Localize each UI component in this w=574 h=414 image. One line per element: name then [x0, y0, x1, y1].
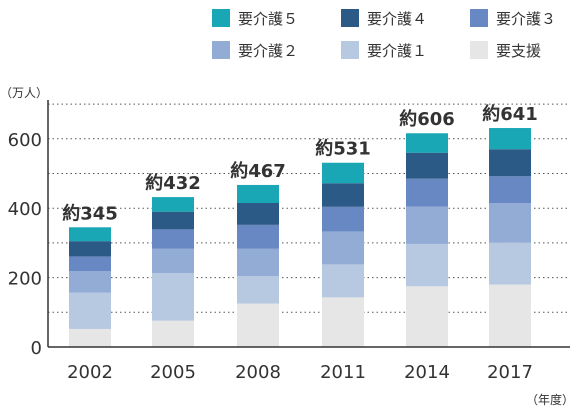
bar-segment-2002-s1 [69, 292, 111, 329]
bars [69, 128, 531, 347]
legend-swatch [470, 9, 488, 27]
total-label-2014: 約606 [399, 108, 455, 130]
bar-segment-2008-s2 [237, 248, 279, 277]
y-axis-unit-label: （万人） [0, 86, 48, 100]
bar-segment-2011-s3 [322, 206, 364, 232]
bar-segment-2014-s3 [406, 178, 448, 207]
y-tick-label: 400 [8, 199, 42, 220]
legend-label: 要介護１ [367, 42, 427, 60]
legend-label: 要介護３ [496, 10, 556, 28]
bar-segment-2005-s5 [152, 197, 194, 212]
legend-swatch [212, 41, 230, 59]
bar-segment-2005-s4 [152, 211, 194, 230]
bar-segment-2017-s4 [489, 149, 531, 177]
bar-segment-2017-s0 [489, 284, 531, 347]
x-tick-label: 2017 [487, 362, 533, 383]
bar-segment-2017-s2 [489, 202, 531, 243]
bar-segment-2011-s0 [322, 297, 364, 347]
bar-segment-2002-s4 [69, 241, 111, 257]
y-tick-label: 0 [31, 338, 42, 359]
bar-segment-2005-s1 [152, 273, 194, 321]
x-tick-label: 2011 [320, 362, 366, 383]
bar-segment-2017-s5 [489, 128, 531, 150]
x-tick-label: 2008 [235, 362, 281, 383]
bar-segment-2011-s5 [322, 162, 364, 184]
x-axis-unit-label: （年度） [526, 392, 574, 407]
bar-segment-2008-s0 [237, 303, 279, 347]
legend: 要介護５ 要介護４ 要介護３ 要介護２ 要介護１ 要支援 [212, 9, 556, 60]
bar-segment-2014-s5 [406, 133, 448, 153]
legend-swatch [212, 9, 230, 27]
y-tick-label: 600 [8, 130, 42, 151]
legend-swatch [341, 41, 359, 59]
x-tick-label: 2002 [67, 362, 113, 383]
legend-label: 要介護４ [367, 10, 427, 28]
gridlines [48, 103, 570, 313]
y-axis: 0 200 400 600 [8, 100, 49, 359]
bar-segment-2011-s1 [322, 264, 364, 298]
total-label-2008: 約467 [230, 160, 286, 182]
x-axis: 2002 2005 2008 2011 2014 2017 [48, 346, 570, 383]
total-labels: 約345 約432 約467 約531 約606 約641 [62, 103, 538, 224]
legend-label: 要支援 [496, 42, 541, 60]
bar-segment-2002-s0 [69, 328, 111, 347]
legend-swatch [470, 41, 488, 59]
legend-swatch [341, 9, 359, 27]
bar-segment-2011-s2 [322, 231, 364, 265]
total-label-2017: 約641 [482, 103, 538, 125]
bar-segment-2002-s2 [69, 271, 111, 293]
bar-segment-2017-s3 [489, 176, 531, 203]
bar-segment-2017-s1 [489, 242, 531, 285]
bar-segment-2011-s4 [322, 183, 364, 207]
bar-segment-2014-s4 [406, 152, 448, 179]
bar-segment-2005-s0 [152, 320, 194, 347]
bar-segment-2014-s0 [406, 286, 448, 347]
bar-segment-2005-s3 [152, 229, 194, 249]
bar-segment-2008-s4 [237, 202, 279, 225]
x-tick-label: 2014 [404, 362, 450, 383]
legend-label: 要介護２ [238, 42, 298, 60]
total-label-2011: 約531 [315, 138, 371, 160]
bar-segment-2002-s3 [69, 256, 111, 272]
bar-segment-2008-s5 [237, 184, 279, 203]
total-label-2005: 約432 [145, 172, 201, 194]
bar-segment-2005-s2 [152, 248, 194, 274]
x-tick-label: 2005 [150, 362, 196, 383]
y-tick-label: 200 [8, 269, 42, 290]
total-label-2002: 約345 [62, 202, 118, 224]
bar-segment-2014-s2 [406, 206, 448, 244]
legend-label: 要介護５ [238, 10, 298, 28]
bar-segment-2014-s1 [406, 243, 448, 287]
bar-segment-2008-s3 [237, 224, 279, 249]
bar-segment-2008-s1 [237, 276, 279, 304]
bar-segment-2002-s5 [69, 227, 111, 242]
